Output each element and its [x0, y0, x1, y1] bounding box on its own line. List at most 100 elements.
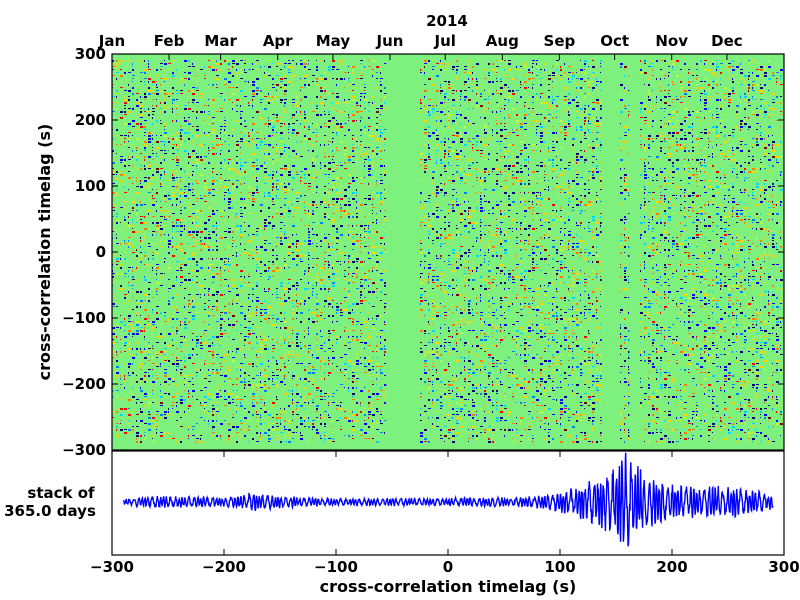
heatmap-cell — [280, 303, 283, 305]
heatmap-cell — [376, 441, 379, 443]
heatmap-cell — [252, 99, 253, 101]
heatmap-cell — [228, 402, 231, 404]
heatmap-cell — [224, 165, 226, 167]
heatmap-cell — [180, 258, 182, 259]
heatmap-cell — [476, 180, 478, 181]
heatmap-cell — [308, 402, 309, 404]
heatmap-cell — [140, 90, 141, 91]
heatmap-cell — [372, 213, 373, 214]
heatmap-cell — [460, 132, 462, 133]
heatmap-cell — [324, 300, 327, 302]
heatmap-cell — [212, 189, 215, 190]
heatmap-cell — [456, 285, 457, 286]
heatmap-cell — [464, 285, 466, 287]
heatmap-cell — [228, 318, 229, 320]
heatmap-cell — [380, 252, 383, 254]
heatmap-cell — [436, 216, 439, 218]
heatmap-cell — [360, 429, 363, 431]
heatmap-cell — [312, 423, 314, 425]
heatmap-cell — [428, 333, 430, 334]
heatmap-cell — [376, 147, 379, 148]
heatmap-cell — [112, 357, 115, 358]
heatmap-cell — [372, 318, 373, 319]
heatmap-cell — [124, 192, 127, 193]
heatmap-cell — [268, 159, 271, 160]
heatmap-cell — [172, 111, 173, 113]
heatmap-cell — [256, 411, 257, 413]
heatmap-cell — [308, 321, 309, 322]
heatmap-cell — [316, 126, 318, 127]
heatmap-cell — [240, 192, 242, 193]
heatmap-cell — [268, 438, 271, 440]
heatmap-cell — [136, 249, 137, 251]
heatmap-cell — [276, 417, 279, 419]
heatmap-cell — [208, 375, 211, 376]
heatmap-cell — [188, 408, 189, 409]
heatmap-cell — [252, 129, 253, 131]
heatmap-cell — [148, 369, 151, 370]
heatmap-cell — [276, 288, 278, 289]
heatmap-cell — [424, 297, 425, 298]
heatmap-cell — [276, 378, 279, 379]
heatmap-cell — [480, 87, 481, 88]
heatmap-cell — [328, 429, 329, 430]
heatmap-cell — [148, 108, 149, 110]
heatmap-cell — [356, 306, 358, 307]
heatmap-cell — [424, 300, 427, 301]
heatmap-cell — [252, 195, 254, 196]
heatmap-cell — [268, 312, 270, 314]
heatmap-cell — [464, 279, 466, 281]
heatmap-cell — [196, 210, 199, 212]
heatmap-cell — [432, 363, 433, 364]
heatmap-cell — [456, 69, 458, 71]
heatmap-cell — [148, 411, 150, 413]
heatmap-cell — [384, 282, 386, 284]
heatmap-cell — [464, 309, 465, 311]
heatmap-cell — [272, 84, 274, 85]
heatmap-cell — [368, 417, 369, 419]
heatmap-cell — [476, 411, 477, 412]
heatmap-cell — [472, 288, 474, 290]
heatmap-cell — [132, 348, 133, 350]
heatmap-cell — [232, 441, 234, 442]
heatmap-cell — [128, 216, 129, 218]
heatmap-cell — [456, 78, 458, 80]
heatmap-cell — [424, 330, 426, 332]
heatmap-cell — [304, 96, 307, 98]
heatmap-cell — [164, 417, 167, 419]
heatmap-cell — [328, 276, 330, 278]
heatmap-cell — [236, 246, 237, 247]
heatmap-cell — [148, 351, 150, 353]
heatmap-cell — [164, 390, 165, 391]
heatmap-cell — [456, 309, 457, 311]
heatmap-cell — [276, 420, 277, 421]
heatmap-cell — [224, 249, 226, 250]
heatmap-cell — [424, 108, 426, 110]
heatmap-cell — [172, 297, 174, 299]
heatmap-cell — [444, 303, 445, 304]
heatmap-cell — [436, 120, 437, 122]
heatmap-cell — [212, 276, 215, 278]
heatmap-cell — [312, 426, 315, 428]
heatmap-cell — [480, 276, 482, 278]
heatmap-cell — [428, 384, 429, 385]
heatmap-cell — [440, 237, 441, 239]
heatmap-cell — [112, 228, 114, 230]
heatmap-cell — [188, 438, 189, 439]
heatmap-cell — [332, 300, 334, 301]
heatmap-cell — [168, 360, 170, 362]
heatmap-cell — [376, 222, 377, 224]
heatmap-cell — [368, 117, 370, 119]
heatmap-cell — [276, 159, 278, 161]
heatmap-cell — [376, 255, 378, 256]
heatmap-cell — [492, 63, 494, 65]
heatmap-cell — [432, 312, 435, 313]
heatmap-cell — [352, 324, 354, 325]
heatmap-cell — [308, 399, 311, 400]
heatmap-cell — [356, 402, 358, 404]
heatmap-cell — [468, 252, 471, 253]
heatmap-cell — [280, 141, 283, 142]
heatmap-cell — [280, 369, 281, 371]
heatmap-cell — [140, 117, 143, 118]
heatmap-cell — [140, 420, 143, 422]
